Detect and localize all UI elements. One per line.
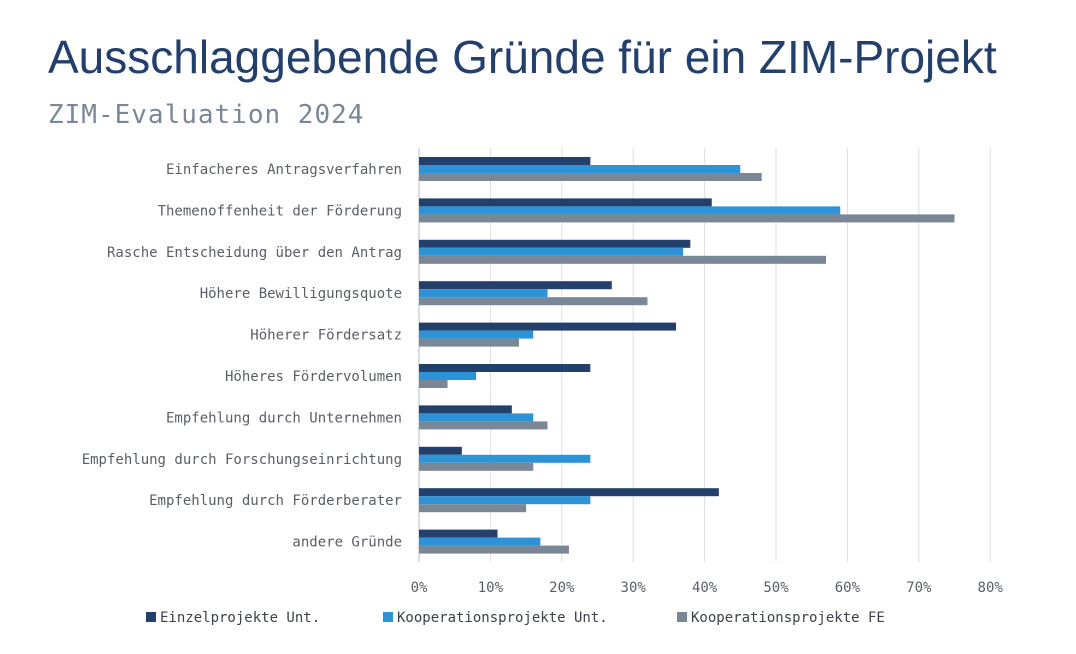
category-labels: Einfacheres Antragsverfahren Themenoffenh… (82, 162, 402, 551)
x-tick-label: 60% (835, 580, 861, 596)
bar (419, 322, 677, 331)
x-tick-label: 50% (763, 580, 789, 596)
bar (419, 380, 448, 388)
bar (419, 537, 541, 546)
category-label: Höheres Fördervolumen (225, 369, 402, 385)
category-label: Höherer Fördersatz (250, 328, 402, 344)
bar (419, 297, 648, 306)
category-label: Empfehlung durch Förderberater (149, 493, 402, 509)
bar (419, 330, 534, 339)
bar (419, 421, 548, 430)
bar (419, 446, 462, 455)
bar (419, 372, 477, 380)
bar (419, 198, 712, 207)
bar (419, 488, 719, 497)
legend-swatch (146, 612, 156, 622)
bar (419, 206, 841, 215)
legend-swatch (677, 612, 687, 622)
bar (419, 529, 498, 538)
x-tick-label: 40% (692, 580, 718, 596)
bar (419, 289, 548, 298)
legend-label: Einzelprojekte Unt. (160, 610, 320, 626)
x-tick-label: 30% (621, 580, 647, 596)
x-tick-label: 20% (549, 580, 575, 596)
category-label: Höhere Bewilligungsquote (200, 286, 402, 302)
category-label: Empfehlung durch Unternehmen (166, 410, 402, 426)
bar (419, 496, 591, 505)
category-label: andere Gründe (292, 535, 402, 551)
bar (419, 239, 691, 248)
legend-swatch (383, 612, 393, 622)
bar (419, 157, 591, 165)
x-tick-labels: 0% 10% 20% 30% 40% 50% 60% 70% 80% (411, 580, 1004, 596)
bar (419, 405, 512, 414)
x-tick-label: 0% (411, 580, 428, 596)
bar (419, 545, 569, 554)
bar (419, 281, 612, 290)
page-title: Ausschlaggebende Gründe für ein ZIM-Proj… (48, 31, 997, 83)
bar (419, 173, 762, 181)
category-label: Empfehlung durch Forschungseinrichtung (82, 452, 402, 468)
category-label: Rasche Entscheidung über den Antrag (107, 245, 402, 261)
category-label: Themenoffenheit der Förderung (158, 203, 402, 219)
bar (419, 255, 826, 264)
bar (419, 214, 955, 223)
x-tick-label: 70% (906, 580, 932, 596)
bar (419, 165, 741, 173)
bar (419, 247, 684, 256)
x-tick-label: 10% (478, 580, 504, 596)
bar (419, 504, 527, 513)
legend: Einzelprojekte Unt. Kooperationsprojekte … (146, 610, 885, 626)
page-subtitle: ZIM-Evaluation 2024 (48, 100, 365, 130)
x-tick-label: 80% (978, 580, 1004, 596)
bar (419, 454, 591, 463)
legend-label: Kooperationsprojekte FE (691, 610, 885, 626)
bar (419, 462, 534, 471)
legend-label: Kooperationsprojekte Unt. (397, 610, 608, 626)
bar (419, 338, 519, 347)
bar (419, 364, 591, 372)
bar (419, 413, 534, 422)
category-label: Einfacheres Antragsverfahren (166, 162, 402, 178)
bars (419, 157, 955, 554)
